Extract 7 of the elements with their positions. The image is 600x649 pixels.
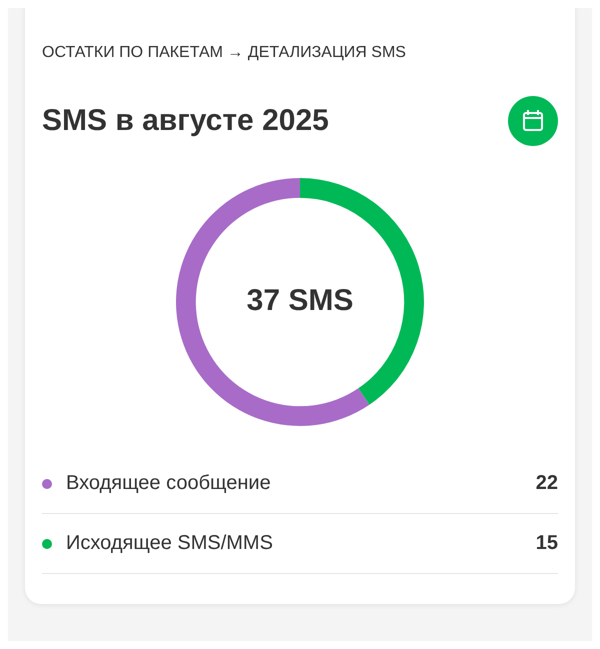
legend-label: Входящее сообщение xyxy=(66,472,272,495)
chart-subtitle: ОСТАТКИ ПО ПАКЕТАМ → ДЕТАЛИЗАЦИЯ SMS xyxy=(42,44,407,62)
data-label: 15 xyxy=(536,532,558,555)
legend-label: Исходящее SMS/MMS xyxy=(66,532,274,555)
data-label: 22 xyxy=(536,472,558,495)
text: 37 SMS xyxy=(246,284,354,318)
chart-title: SMS в августе 2025 xyxy=(42,104,329,138)
